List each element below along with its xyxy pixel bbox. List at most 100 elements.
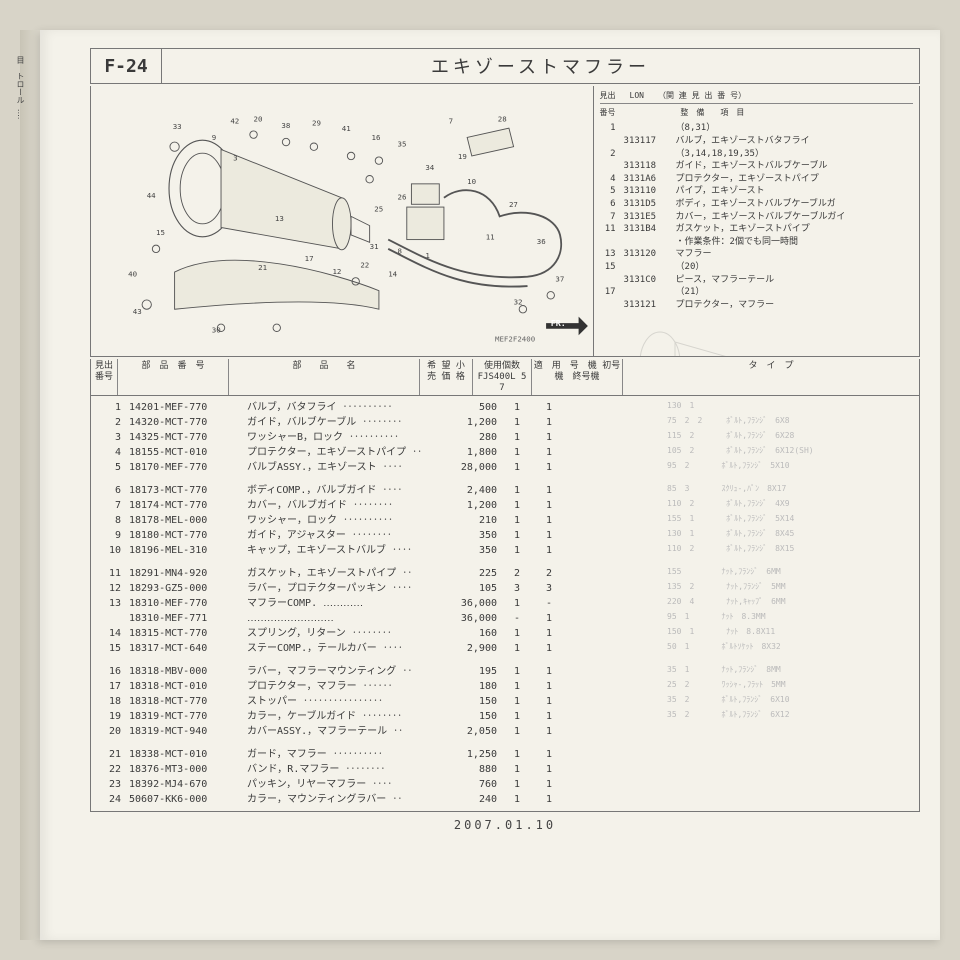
ref-row: 113131B4ガスケット，エキゾーストパイプ: [600, 223, 913, 236]
svg-text:40: 40: [128, 270, 137, 279]
table-row: 10 18196-MEL-310 キャップ，エキゾーストバルブ ‥‥ 350 1…: [91, 543, 919, 558]
svg-text:17: 17: [305, 254, 314, 263]
ref-row: 73131E5カバー，エキゾーストバルブケーブルガイ: [600, 211, 913, 224]
ref-h5: 整 備 項 目: [680, 108, 744, 117]
ref-row: 43131A6プロテクター，エキゾーストパイプ: [600, 173, 913, 186]
table-row: 5 18170-MEF-770 バルブASSY.，エキゾースト ‥‥ 28,00…: [91, 460, 919, 475]
svg-text:25: 25: [374, 205, 383, 214]
svg-text:29: 29: [312, 118, 321, 127]
table-row: 7 18174-MCT-770 カバー，バルブガイド ‥‥‥‥ 1,200 1 …: [91, 498, 919, 513]
table-row: 16 18318-MBV-000 ラバー，マフラーマウンティング ‥ 195 1…: [91, 664, 919, 679]
ref-row: 17（21）: [600, 286, 913, 299]
svg-text:21: 21: [258, 263, 267, 272]
ref-row: 1（8,31）: [600, 122, 913, 135]
ref-row: 313121プロテクター，マフラー: [600, 299, 913, 312]
svg-text:13: 13: [275, 214, 284, 223]
th-num: 見出 番号: [91, 359, 118, 395]
svg-text:38: 38: [281, 121, 290, 130]
th-rest: タ イ プ: [623, 359, 919, 395]
svg-text:19: 19: [458, 152, 467, 161]
page-header: F-24 エキゾーストマフラー: [90, 48, 920, 84]
svg-text:31: 31: [370, 242, 379, 251]
table-row: 14 18315-MCT-770 スプリング，リターン ‥‥‥‥ 160 1 1…: [91, 626, 919, 641]
ref-row: 5313110パイプ，エキゾースト: [600, 185, 913, 198]
th-pn: 部 品 番 号: [118, 359, 229, 395]
svg-text:8: 8: [397, 247, 401, 256]
svg-text:11: 11: [486, 233, 495, 242]
table-row: 2 14320-MCT-770 ガイド，バルブケーブル ‥‥‥‥ 1,200 1…: [91, 415, 919, 430]
ref-h4: （関 連 見 出 番 号）: [658, 90, 746, 101]
svg-text:22: 22: [360, 260, 369, 269]
upper-panel: 3342 2038 2941 1635 728 1934 1044 1540 4…: [90, 86, 920, 357]
parts-table: 見出 番号 部 品 番 号 部 品 名 希 望 小 売 価 格 使用個数 FJS…: [90, 359, 920, 812]
ref-h2: 番号: [600, 108, 616, 117]
svg-text:26: 26: [397, 193, 406, 202]
ref-h1: 見出: [600, 90, 616, 101]
page: F-24 エキゾーストマフラー: [40, 30, 940, 940]
ref-h3: LON: [630, 90, 644, 101]
ref-row: 3131C0ピース，マフラーテール: [600, 274, 913, 287]
ref-row: 2（3,14,18,19,35）: [600, 148, 913, 161]
ref-row: 13313120マフラー: [600, 248, 913, 261]
svg-text:33: 33: [173, 122, 182, 131]
table-row: 11 18291-MN4-920 ガスケット，エキゾーストパイプ ‥ 225 2…: [91, 566, 919, 581]
table-row: 18310-MEF-771 ‥‥‥‥‥‥‥‥‥‥‥‥‥ 36,000 - 1 9…: [91, 611, 919, 626]
svg-text:3: 3: [233, 154, 237, 163]
ref-row: 313118ガイド，エキゾーストバルブケーブル: [600, 160, 913, 173]
svg-text:44: 44: [147, 191, 156, 200]
left-tab-text: 目 トロール ‥‥: [2, 56, 26, 136]
table-row: 20 18319-MCT-940 カバーASSY.，マフラーテール ‥ 2,05…: [91, 724, 919, 739]
table-row: 15 18317-MCT-640 ステーCOMP.，テールカバー ‥‥ 2,90…: [91, 641, 919, 656]
table-row: 9 18180-MCT-770 ガイド，アジャスター ‥‥‥‥ 350 1 1 …: [91, 528, 919, 543]
th-qty: 使用個数 FJS400L 5 7: [473, 359, 532, 395]
diagram-code: MEF2F2400: [495, 335, 535, 344]
ref-row: ・作業条件：2個でも同一時間: [600, 236, 913, 249]
svg-text:16: 16: [371, 133, 380, 142]
ref-row: 313117バルブ，エキゾーストバタフライ: [600, 135, 913, 148]
page-title: エキゾーストマフラー: [162, 49, 919, 83]
table-row: 13 18310-MEF-770 マフラーCOMP. ‥‥‥‥‥‥ 36,000…: [91, 596, 919, 611]
svg-text:7: 7: [449, 116, 453, 125]
svg-text:37: 37: [555, 274, 564, 283]
ref-header: 見出 LON （関 連 見 出 番 号）: [600, 90, 913, 104]
ref-row: 15（20）: [600, 261, 913, 274]
svg-text:36: 36: [537, 237, 546, 246]
table-row: 3 14325-MCT-770 ワッシャーB，ロック ‥‥‥‥‥ 280 1 1…: [91, 430, 919, 445]
table-row: 22 18376-MT3-000 バンド，R.マフラー ‥‥‥‥ 880 1 1: [91, 762, 919, 777]
svg-text:43: 43: [133, 307, 142, 316]
table-row: 8 18178-MEL-000 ワッシャー，ロック ‥‥‥‥‥ 210 1 1 …: [91, 513, 919, 528]
svg-text:20: 20: [254, 115, 263, 124]
svg-text:15: 15: [156, 228, 165, 237]
svg-text:28: 28: [498, 115, 507, 124]
svg-text:41: 41: [342, 124, 351, 133]
table-row: 23 18392-MJ4-670 パッキン，リヤーマフラー ‥‥ 760 1 1: [91, 777, 919, 792]
svg-text:32: 32: [514, 298, 523, 307]
svg-text:9: 9: [212, 133, 216, 142]
th-price: 希 望 小 売 価 格: [420, 359, 473, 395]
table-row: 6 18173-MCT-770 ボディCOMP.，バルブガイド ‥‥ 2,400…: [91, 483, 919, 498]
ref-row: 63131D5ボディ，エキゾーストバルブケーブルガ: [600, 198, 913, 211]
table-row: 4 18155-MCT-010 プロテクター，エキゾーストパイプ ‥ 1,800…: [91, 445, 919, 460]
fr-label: FR.: [551, 318, 566, 328]
svg-text:35: 35: [397, 140, 406, 149]
svg-text:10: 10: [467, 177, 476, 186]
svg-text:14: 14: [388, 270, 397, 279]
table-row: 1 14201-MEF-770 バルブ，バタフライ ‥‥‥‥‥ 500 1 1 …: [91, 400, 919, 415]
table-row: 19 18319-MCT-770 カラー，ケーブルガイド ‥‥‥‥ 150 1 …: [91, 709, 919, 724]
table-header: 見出 番号 部 品 番 号 部 品 名 希 望 小 売 価 格 使用個数 FJS…: [91, 359, 919, 396]
table-row: 18 18318-MCT-770 ストッパー ‥‥‥‥‥‥‥‥ 150 1 1 …: [91, 694, 919, 709]
table-row: 21 18338-MCT-010 ガード，マフラー ‥‥‥‥‥ 1,250 1 …: [91, 747, 919, 762]
svg-text:1: 1: [425, 251, 429, 260]
svg-text:42: 42: [230, 116, 239, 125]
svg-text:12: 12: [332, 267, 341, 276]
th-name: 部 品 名: [229, 359, 420, 395]
table-row: 17 18318-MCT-010 プロテクター，マフラー ‥‥‥ 180 1 1…: [91, 679, 919, 694]
svg-text:27: 27: [509, 200, 518, 209]
exploded-diagram: 3342 2038 2941 1635 728 1934 1044 1540 4…: [91, 86, 594, 356]
reference-panel: 見出 LON （関 連 見 出 番 号） 番号 整 備 項 目 1（8,31）3…: [594, 86, 919, 356]
table-row: 12 18293-GZ5-000 ラバー，プロテクターパッキン ‥‥ 105 3…: [91, 581, 919, 596]
section-code: F-24: [91, 49, 162, 83]
th-app: 適 用 号 機 初号機 終号機: [532, 359, 623, 395]
svg-text:30: 30: [212, 325, 221, 334]
date-stamp: 2007.01.10: [90, 818, 920, 832]
